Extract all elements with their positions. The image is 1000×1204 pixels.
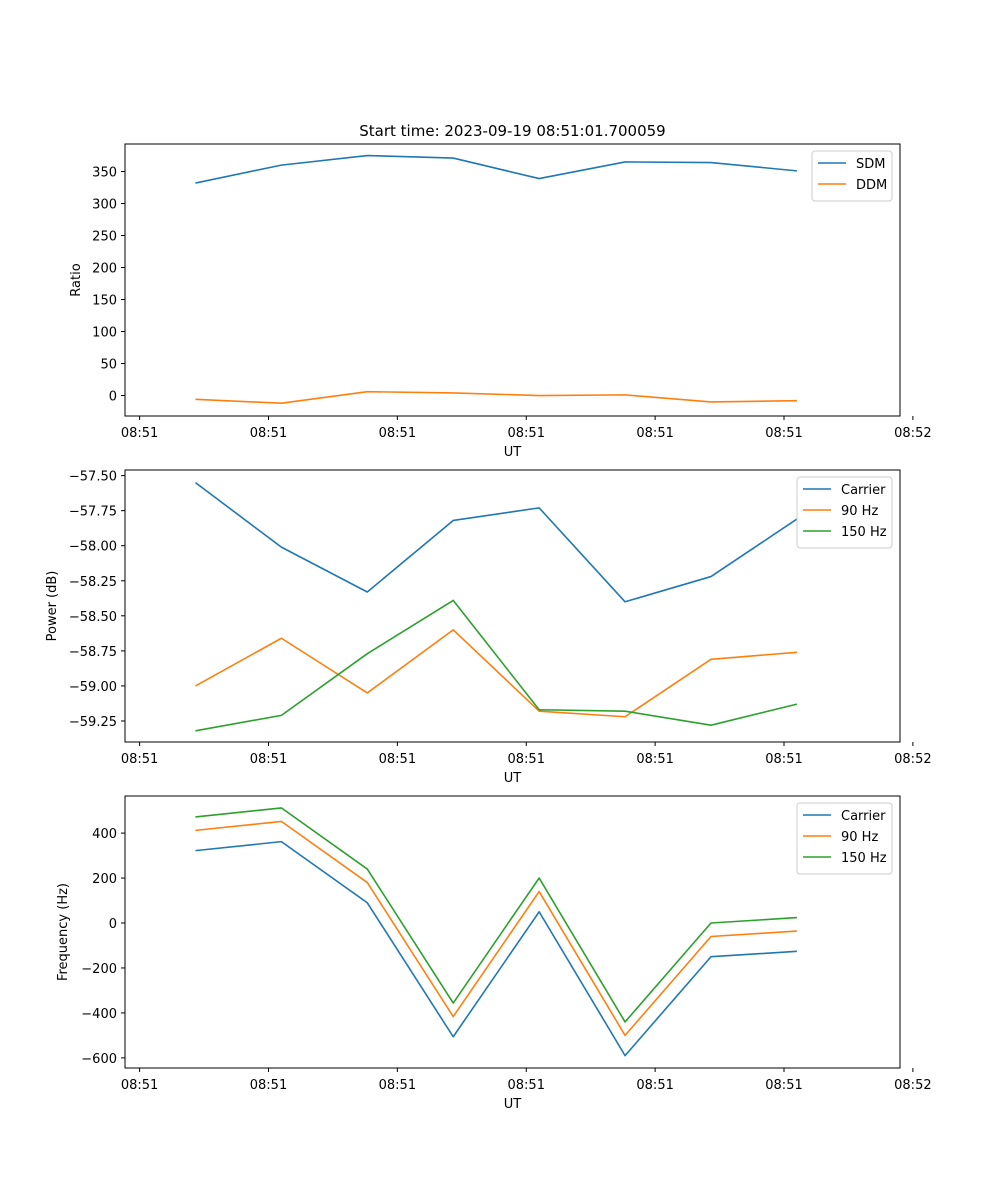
- x-tick-label: 08:51: [379, 1078, 416, 1093]
- y-tick-label: −600: [81, 1052, 117, 1067]
- y-tick-label: 300: [92, 198, 117, 213]
- axes-frame: [124, 469, 901, 743]
- series-line-sdm: [195, 154, 797, 184]
- y-tick-label: 100: [92, 326, 117, 341]
- y-tick-label: −59.00: [69, 680, 117, 695]
- chart-panel-1: 08:51 08:51 08:51 08:51 08:51 08:51 08:52 0 50 10…: [69, 122, 932, 460]
- y-axis-label: Power (dB): [45, 571, 60, 642]
- x-tick-label: 08:51: [765, 1078, 802, 1093]
- y-tick-label: 400: [92, 827, 117, 842]
- y-tick-label: −58.25: [69, 575, 117, 590]
- series-line-90-hz: [195, 820, 797, 1037]
- x-tick-label: 08:51: [379, 426, 416, 441]
- axes-frame: [124, 143, 901, 417]
- y-tick-label: 0: [109, 390, 117, 405]
- y-tick-label: 350: [92, 166, 117, 181]
- y-tick-label: 50: [100, 358, 117, 373]
- legend-label: DDM: [856, 178, 887, 193]
- chart-title: Start time: 2023-09-19 08:51:01.700059: [359, 122, 665, 140]
- y-tick-label: −200: [81, 962, 117, 977]
- x-tick-label: 08:51: [508, 426, 545, 441]
- y-axis-label: Ratio: [69, 263, 84, 296]
- y-tick-label: −58.00: [69, 540, 117, 555]
- legend: Carrier 90 Hz 150 Hz: [796, 802, 893, 875]
- x-tick-label: 08:51: [636, 752, 673, 767]
- x-tick-label: 08:51: [250, 752, 287, 767]
- legend: Carrier 90 Hz 150 Hz: [796, 476, 893, 549]
- x-tick-label: 08:51: [636, 1078, 673, 1093]
- y-tick-label: 0: [109, 917, 117, 932]
- x-tick-label: 08:52: [894, 426, 931, 441]
- series-line-150-hz: [195, 599, 798, 732]
- legend-label: 90 Hz: [841, 830, 878, 845]
- legend-label: Carrier: [841, 809, 886, 824]
- series-line-150-hz: [195, 807, 797, 1023]
- legend-label: 90 Hz: [841, 504, 878, 519]
- x-tick-label: 08:51: [508, 752, 545, 767]
- x-tick-label: 08:51: [765, 426, 802, 441]
- x-tick-label: 08:51: [379, 752, 416, 767]
- axes-frame: [124, 795, 901, 1069]
- series-line-carrier: [194, 481, 798, 603]
- x-tick-label: 08:51: [250, 1078, 287, 1093]
- chart-panel-2: 08:51 08:51 08:51 08:51 08:51 08:51 08:52 −57.5…: [45, 469, 932, 786]
- x-tick-label: 08:51: [121, 752, 158, 767]
- x-tick-label: 08:52: [894, 1078, 931, 1093]
- legend: SDM DDM: [811, 150, 893, 202]
- series-line-ddm: [195, 390, 797, 405]
- series-line-carrier: [195, 840, 797, 1057]
- x-tick-label: 08:51: [121, 426, 158, 441]
- chart-panel-3: 08:51 08:51 08:51 08:51 08:51 08:51 08:52 −600 −…: [56, 795, 932, 1112]
- series-line-90-hz: [195, 629, 797, 718]
- y-tick-label: 200: [92, 262, 117, 277]
- x-tick-label: 08:51: [508, 1078, 545, 1093]
- x-tick-label: 08:51: [636, 426, 673, 441]
- x-tick-label: 08:52: [894, 752, 931, 767]
- x-axis-label: UT: [504, 1097, 522, 1112]
- legend-label: SDM: [856, 157, 885, 172]
- legend-label: Carrier: [841, 483, 886, 498]
- y-tick-label: −57.75: [69, 505, 117, 520]
- x-tick-label: 08:51: [250, 426, 287, 441]
- y-tick-label: −59.25: [69, 715, 117, 730]
- y-axis-label: Frequency (Hz): [56, 883, 71, 981]
- y-tick-label: −58.50: [69, 610, 117, 625]
- legend-label: 150 Hz: [841, 525, 887, 540]
- y-tick-label: 200: [92, 872, 117, 887]
- y-tick-label: −400: [81, 1007, 117, 1022]
- y-tick-label: 150: [92, 294, 117, 309]
- y-tick-label: −57.50: [69, 470, 117, 485]
- x-axis-label: UT: [504, 445, 522, 460]
- legend-label: 150 Hz: [841, 851, 887, 866]
- y-tick-label: −58.75: [69, 645, 117, 660]
- x-tick-label: 08:51: [765, 752, 802, 767]
- x-axis-label: UT: [504, 771, 522, 786]
- x-tick-label: 08:51: [121, 1078, 158, 1093]
- y-tick-label: 250: [92, 230, 117, 245]
